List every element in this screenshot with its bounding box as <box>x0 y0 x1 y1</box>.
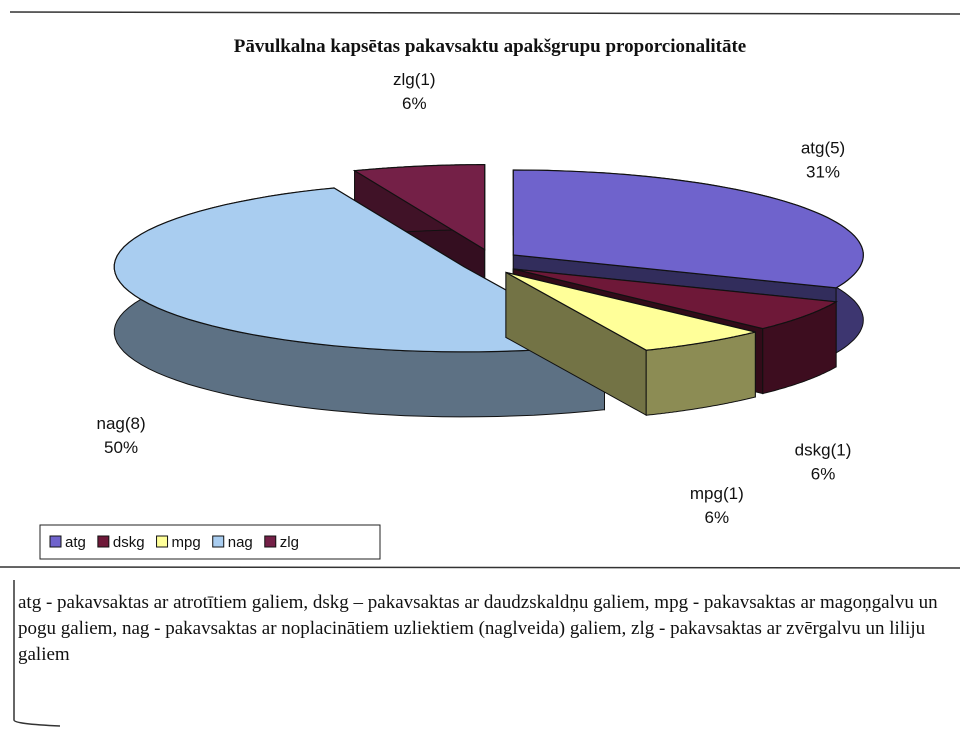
value-label: 6% <box>705 508 730 527</box>
legend-label: dskg <box>113 534 145 551</box>
slice <box>113 187 607 353</box>
legend-box <box>39 524 381 560</box>
chart-title: Pāvulkalna kapsētas pakavsaktu apakšgrup… <box>234 36 746 57</box>
legend-swatch <box>49 535 62 548</box>
legend-swatch <box>97 535 110 548</box>
value-label: 50% <box>104 438 138 457</box>
scan-rule <box>0 566 961 569</box>
footnote: atg - pakavsaktas ar atrotītiem galiem, … <box>18 592 938 665</box>
legend-label: mpg <box>172 534 201 551</box>
value-label: 31% <box>806 162 840 181</box>
slice <box>505 271 756 351</box>
legend-swatch <box>156 535 169 548</box>
legend-swatch <box>212 535 225 548</box>
data-label: mpg(1) <box>690 484 744 503</box>
slice <box>512 169 864 289</box>
data-label: nag(8) <box>96 414 145 433</box>
data-label: zlg(1) <box>393 70 436 89</box>
legend-label: nag <box>228 534 253 551</box>
scan-rule <box>9 11 961 15</box>
legend-label: zlg <box>280 534 299 551</box>
note-box <box>13 580 61 727</box>
slice <box>352 164 486 251</box>
data-label: dskg(1) <box>795 441 852 460</box>
legend-swatch <box>264 535 277 548</box>
value-label: 6% <box>402 94 427 113</box>
data-label: atg(5) <box>801 138 845 157</box>
slice <box>513 268 838 330</box>
legend-label: atg <box>65 534 86 551</box>
value-label: 6% <box>811 465 836 484</box>
